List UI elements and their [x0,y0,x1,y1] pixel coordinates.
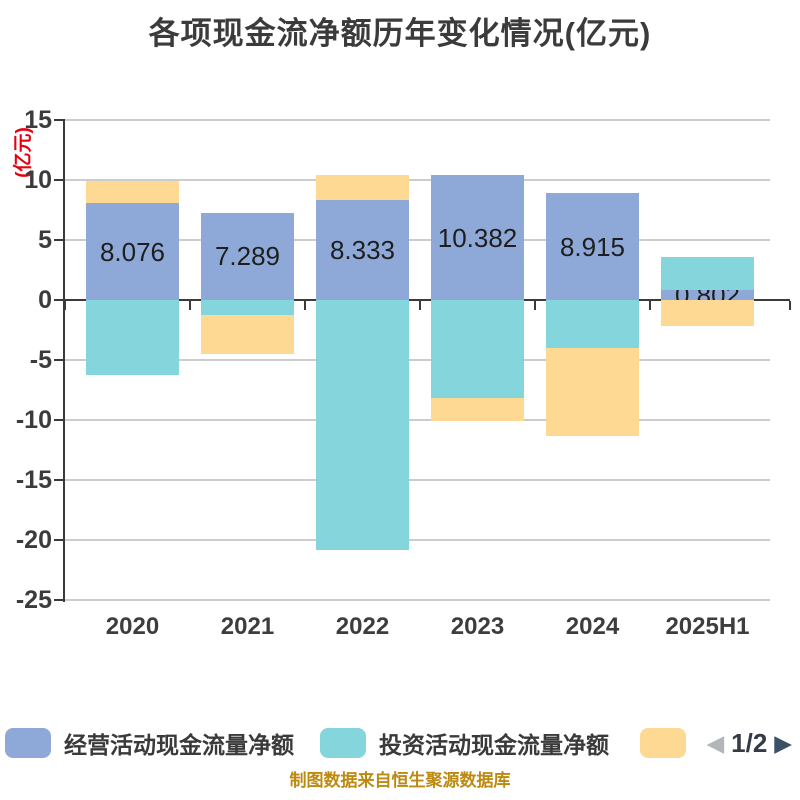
y-tick-label: 0 [38,286,52,314]
x-axis-zero-line [65,299,790,301]
gridline [65,239,770,241]
legend-prev-icon[interactable]: ◀ [706,729,725,756]
legend-swatch-icon [640,728,686,758]
x-tick-mark [534,301,536,310]
gridline [65,419,770,421]
bar-segment-operating[interactable] [86,203,179,300]
y-tick-label: -20 [15,526,52,554]
y-tick-label: -25 [15,586,52,614]
legend-label: 经营活动现金流量净额 [64,732,294,758]
plot-area: (亿元) 15 10 5 0 -5 -10 -15 -20 -25 8.076 2020 7.289 2… [13,106,791,640]
y-tick-mark [54,179,63,181]
legend-pagination: ◀ 1/2 ▶ [706,722,792,764]
bar-segment-investing[interactable] [431,300,524,399]
bar-segment-investing[interactable] [546,300,639,348]
y-tick-mark [54,419,63,421]
gridline [65,179,770,181]
y-tick-mark [54,539,63,541]
y-tick-mark [54,479,63,481]
y-tick-label: -15 [15,466,52,494]
y-tick-mark [54,299,63,301]
bar-value-label: 8.076 [99,236,166,267]
legend-item-2[interactable]: 投资活动现金流量净额 [320,722,609,764]
x-category-label: 2023 [450,613,505,640]
bar-segment-series3[interactable] [546,348,639,437]
gridline [65,359,770,361]
bar-segment-operating[interactable] [316,200,409,300]
y-tick-mark [54,119,63,121]
legend-item-3[interactable] [640,722,686,764]
bar-segment-investing[interactable] [316,300,409,550]
x-category-label: 2020 [105,613,160,640]
legend: ◀ 1/2 ▶ 经营活动现金流量净额 投资活动现金流量净额 [0,722,800,764]
bar-segment-investing[interactable] [661,257,754,291]
legend-swatch-icon [320,728,366,758]
y-tick-label: 10 [24,166,52,194]
legend-swatch-icon [5,728,51,758]
gridline [65,119,770,121]
legend-label: 投资活动现金流量净额 [379,732,609,758]
x-tick-mark [789,301,791,310]
bar-value-label: 8.915 [559,231,626,262]
x-tick-mark [64,301,66,310]
x-tick-mark [189,301,191,310]
gridline [65,539,770,541]
bar-segment-investing[interactable] [86,300,179,375]
y-tick-mark [54,599,63,601]
bar-segment-operating[interactable] [431,175,524,300]
legend-next-icon[interactable]: ▶ [774,729,792,756]
chart-title: 各项现金流净额历年变化情况(亿元) [148,16,652,51]
x-category-label: 2022 [335,613,390,640]
footer-note: 制图数据来自恒生聚源数据库 [289,771,511,790]
x-tick-mark [649,301,651,310]
x-tick-mark [419,301,421,310]
bar-segment-operating[interactable] [201,212,294,300]
y-axis-line [63,119,65,602]
x-category-label: 2025H1 [665,613,750,640]
gridline [65,479,770,481]
y-tick-label: 15 [24,106,52,134]
x-category-label: 2021 [220,613,275,640]
bar-segment-series3[interactable] [431,398,524,421]
x-tick-mark [304,301,306,310]
gridline [65,599,770,601]
x-category-label: 2024 [565,613,620,640]
legend-item-1[interactable]: 经营活动现金流量净额 [5,722,294,764]
bar-value-label: 10.382 [437,222,518,253]
bar-segment-operating[interactable] [661,290,754,300]
bar-value-label: 7.289 [214,241,281,272]
bar-segment-operating[interactable] [546,193,639,300]
bar-value-label: 8.333 [329,235,396,265]
y-tick-mark [54,359,63,361]
legend-page-indicator: 1/2 [731,727,768,758]
y-tick-label: -10 [15,406,52,434]
y-tick-label: -5 [29,346,52,374]
y-tick-label: 5 [38,226,52,254]
bar-segment-series3[interactable] [86,180,179,204]
bar-segment-series3[interactable] [201,315,294,354]
bar-segment-series3[interactable] [316,174,409,200]
bar-segment-investing[interactable] [201,300,294,315]
y-tick-mark [54,239,63,241]
bar-segment-series3[interactable] [661,300,754,326]
